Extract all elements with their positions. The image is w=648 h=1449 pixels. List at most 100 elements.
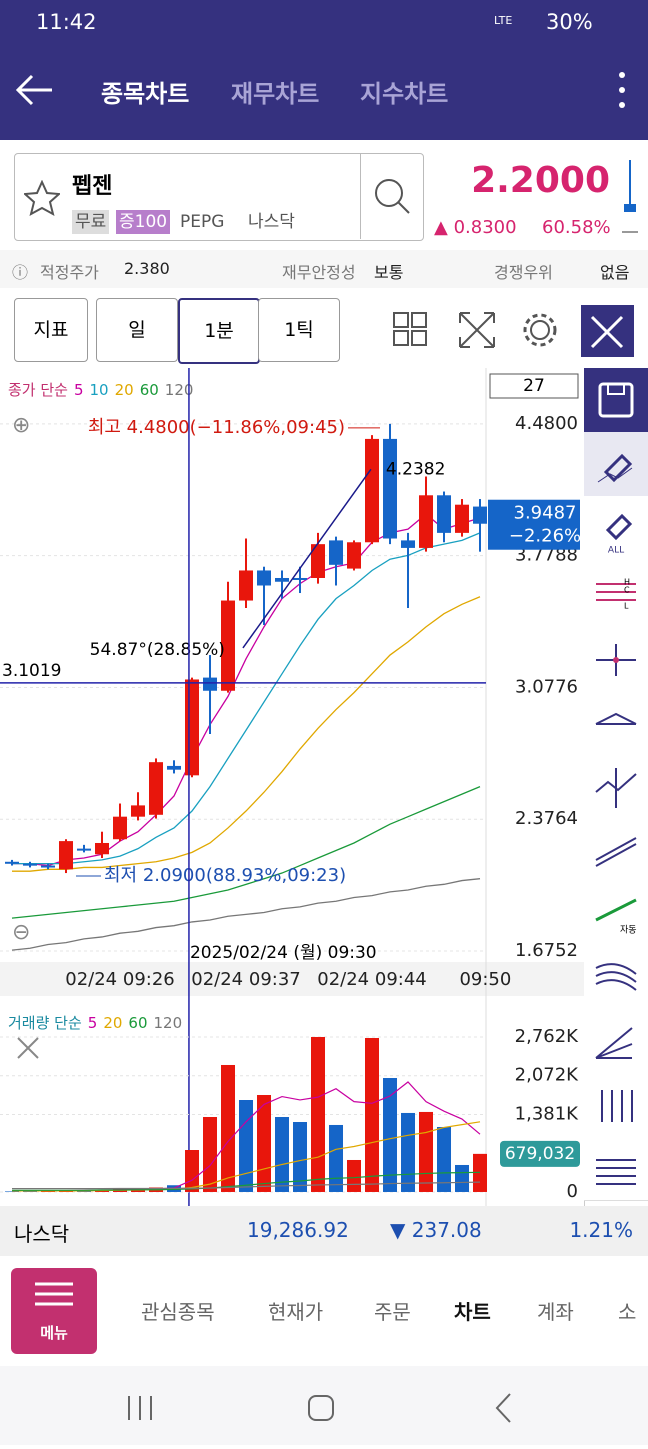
change-pct: 60.58% bbox=[542, 217, 611, 238]
candle-body bbox=[203, 677, 218, 691]
fan-tool[interactable] bbox=[584, 1008, 648, 1073]
nav-item[interactable]: 현재가 bbox=[268, 1300, 324, 1324]
tab[interactable]: 재무차트 bbox=[231, 80, 320, 108]
change: ▲ 0.8300 bbox=[434, 217, 517, 238]
stock-box[interactable] bbox=[14, 153, 424, 241]
info-bar bbox=[0, 250, 648, 288]
cycle-tool[interactable] bbox=[584, 1072, 648, 1137]
info-label: 적정주가 bbox=[40, 263, 99, 282]
moving-average bbox=[12, 532, 481, 865]
trendline bbox=[242, 468, 372, 649]
star[interactable] bbox=[24, 180, 60, 216]
moving-average bbox=[12, 513, 481, 867]
y-tick-label: 4.4800 bbox=[515, 413, 578, 434]
candle-body bbox=[5, 861, 20, 864]
legend-entry: 120 bbox=[154, 1014, 183, 1032]
network: LTE bbox=[494, 14, 513, 27]
search[interactable] bbox=[360, 153, 423, 239]
candle-body bbox=[311, 544, 326, 578]
last-price: 3.9487 bbox=[514, 503, 577, 524]
last-volume: 679,032 bbox=[505, 1144, 575, 1164]
fan-tool[interactable] bbox=[584, 944, 648, 1009]
info-value: 보통 bbox=[374, 263, 404, 282]
tool-label: C bbox=[624, 586, 630, 595]
market: 나스닥 bbox=[248, 212, 295, 232]
app-bar bbox=[0, 0, 648, 140]
zoom-out: ⊖ bbox=[12, 920, 30, 945]
eraser-tool[interactable] bbox=[584, 432, 648, 497]
trend-angle: 54.87°(28.85%) bbox=[90, 640, 225, 660]
legend: 거래량 단순 5 20 60 120 bbox=[8, 1014, 182, 1032]
chart-tools[interactable] bbox=[390, 305, 640, 357]
x-tick-label: 02/24 09:37 bbox=[191, 969, 300, 990]
volume-bar bbox=[23, 1191, 38, 1192]
period-button[interactable]: 일 bbox=[96, 298, 178, 362]
candle-body bbox=[23, 863, 38, 866]
y-tick-label: 1.6752 bbox=[515, 940, 578, 961]
volume-bar bbox=[347, 1159, 362, 1192]
volume-bar bbox=[203, 1117, 218, 1192]
legend-entry: 10 bbox=[90, 381, 109, 399]
chart: 1.6752 2.3764 3.0776 3.7788 4.4800 종가 단순 5 10 20… bbox=[0, 368, 584, 1206]
volume-bar bbox=[5, 1191, 20, 1192]
y-tick-label: 2,072K bbox=[515, 1065, 580, 1086]
info-value: 2.380 bbox=[124, 259, 170, 278]
clock: 11:42 bbox=[36, 10, 97, 34]
candle-body bbox=[329, 540, 344, 565]
stock-name: 펩젠 bbox=[72, 174, 113, 199]
volume-bar bbox=[419, 1111, 434, 1192]
zoom-in: ⊕ bbox=[12, 413, 30, 438]
volume-bar bbox=[401, 1112, 416, 1192]
tab[interactable]: 지수차트 bbox=[360, 80, 449, 108]
more-button[interactable] bbox=[612, 70, 632, 110]
count-box bbox=[489, 373, 579, 399]
erase-all-tool[interactable]: ALL bbox=[584, 496, 648, 561]
volume-average bbox=[12, 1181, 481, 1190]
tool-label: H bbox=[624, 578, 630, 587]
index-change-pct: 1.21% bbox=[569, 1218, 633, 1242]
nav-item[interactable]: 소 bbox=[618, 1300, 637, 1324]
line-tool[interactable] bbox=[584, 688, 648, 753]
nav-item[interactable]: 관심종목 bbox=[141, 1300, 215, 1324]
nav-item[interactable]: 계좌 bbox=[537, 1300, 574, 1324]
battery: 30% bbox=[546, 10, 593, 34]
y-tick-label: 1,381K bbox=[515, 1103, 580, 1124]
line-tool[interactable] bbox=[584, 816, 648, 881]
volume-bar bbox=[437, 1126, 452, 1192]
volume-bar bbox=[275, 1117, 290, 1192]
fibo-tool[interactable] bbox=[584, 1136, 648, 1201]
candle-body bbox=[149, 762, 164, 815]
x-tick-label: 09:50 bbox=[459, 969, 511, 990]
auto-tool[interactable]: 자동 bbox=[584, 880, 648, 945]
index-change-value: 237.08 bbox=[411, 1218, 482, 1242]
index-name: 나스닥 bbox=[14, 1222, 70, 1246]
volume-bar bbox=[293, 1122, 308, 1192]
visible-count: 27 bbox=[523, 376, 545, 396]
candle-body bbox=[113, 816, 128, 840]
candle-body bbox=[131, 805, 146, 817]
line-tool[interactable] bbox=[584, 752, 648, 817]
menu-label: 메뉴 bbox=[40, 1324, 68, 1342]
nav-item[interactable]: 차트 bbox=[454, 1300, 491, 1324]
line-tool[interactable] bbox=[584, 624, 648, 689]
period-button[interactable]: 1분 bbox=[178, 298, 260, 364]
indicator-button[interactable]: 지표 bbox=[14, 298, 88, 362]
legend-entry: 60 bbox=[128, 1014, 147, 1032]
period-button[interactable]: 1틱 bbox=[258, 298, 340, 362]
legend-entry: 60 bbox=[140, 381, 159, 399]
info-value: 없음 bbox=[600, 263, 630, 282]
save-tool[interactable] bbox=[584, 368, 648, 432]
y-tick-label: 3.0776 bbox=[515, 676, 578, 697]
candle-body bbox=[347, 542, 362, 569]
nav-item[interactable]: 주문 bbox=[374, 1300, 411, 1324]
low-label: 최저 2.0900(88.93%,09:23) bbox=[104, 865, 346, 886]
back-button[interactable] bbox=[14, 70, 54, 110]
menu-button[interactable]: 메뉴 bbox=[11, 1268, 97, 1354]
crosshair-time: 2025/02/24 (월) 09:30 bbox=[190, 943, 377, 963]
y-tick-label: 2.3764 bbox=[515, 808, 578, 829]
volume-bar bbox=[221, 1064, 236, 1192]
tab[interactable]: 종목차트 bbox=[101, 80, 190, 108]
legend: 종가 단순 5 10 20 60 120 bbox=[8, 381, 193, 399]
index-value: 19,286.92 bbox=[247, 1218, 349, 1242]
